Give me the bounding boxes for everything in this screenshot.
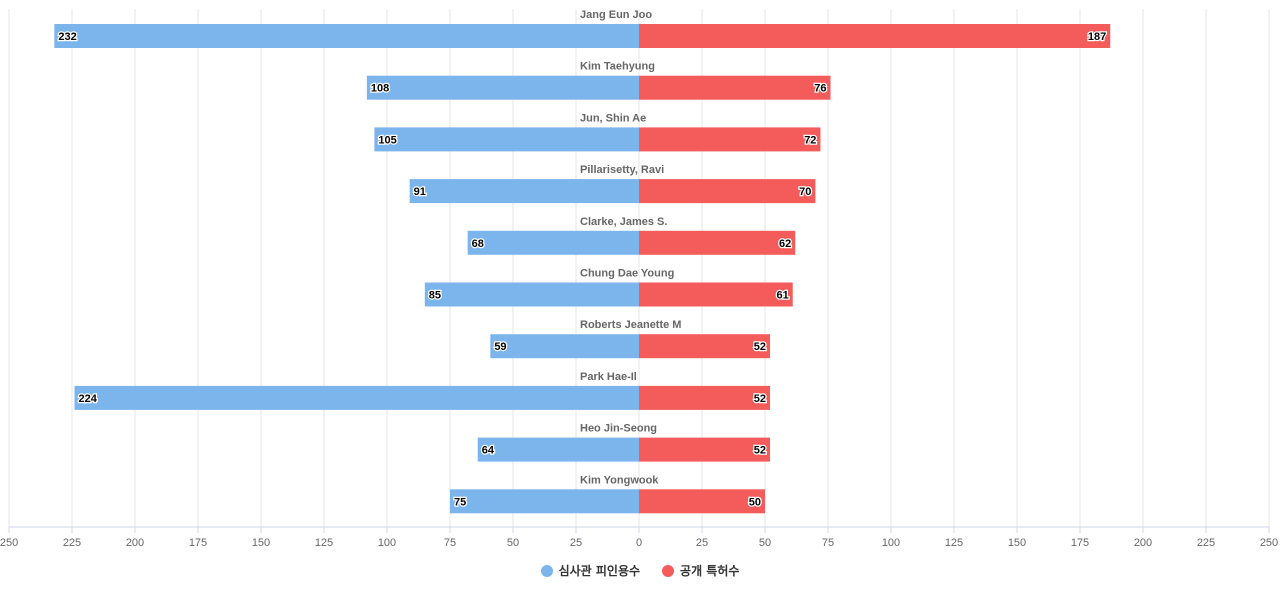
bar-right [639, 282, 793, 307]
x-tick-label: 100 [378, 537, 396, 549]
x-tick-label: 250 [0, 537, 18, 549]
bar-left [450, 489, 639, 514]
x-tick-label: 100 [882, 537, 900, 549]
x-tick-label: 200 [126, 537, 144, 549]
category-label: Jun, Shin Ae [580, 112, 646, 124]
legend-label-left: 심사관 피인용수 [558, 564, 641, 578]
data-label-right: 72 [804, 134, 816, 146]
bar-left [477, 437, 639, 462]
data-label-left: 108 [371, 83, 389, 95]
x-tick-label: 175 [1071, 537, 1089, 549]
data-label-right: 52 [754, 445, 766, 457]
data-label-left: 75 [454, 496, 466, 508]
x-tick-label: 200 [1134, 537, 1152, 549]
data-label-right: 61 [776, 290, 788, 302]
data-label-left: 64 [482, 445, 495, 457]
data-label-right: 187 [1088, 31, 1106, 43]
category-label: Kim Taehyung [580, 61, 655, 73]
data-label-left: 85 [429, 290, 441, 302]
x-tick-label: 225 [63, 537, 81, 549]
bar-left [366, 75, 639, 100]
legend-item-left[interactable]: 심사관 피인용수 [540, 562, 641, 579]
data-label-left: 232 [58, 31, 76, 43]
category-label: Clarke, James S. [580, 216, 667, 228]
category-label: Pillarisetty, Ravi [580, 164, 664, 176]
x-tick-label: 25 [570, 537, 582, 549]
data-label-right: 52 [754, 341, 766, 353]
category-label: Roberts Jeanette M [580, 319, 681, 331]
bar-right [639, 385, 771, 410]
legend: 심사관 피인용수 공개 특허수 [0, 562, 1280, 579]
x-tick-label: 50 [507, 537, 519, 549]
x-tick-label: 150 [252, 537, 270, 549]
bar-left [409, 179, 639, 204]
x-tick-label: 250 [1260, 537, 1278, 549]
category-label: Jang Eun Joo [580, 9, 652, 21]
data-label-right: 50 [749, 496, 761, 508]
data-label-right: 76 [814, 83, 826, 95]
x-tick-label: 175 [189, 537, 207, 549]
bar-right [639, 127, 821, 152]
x-tick-label: 150 [1008, 537, 1026, 549]
data-label-left: 68 [472, 238, 484, 250]
bar-right [639, 75, 831, 100]
legend-marker-left [540, 564, 553, 577]
x-tick-label: 25 [696, 537, 708, 549]
data-label-right: 62 [779, 238, 791, 250]
data-label-left: 59 [494, 341, 506, 353]
bar-left [467, 230, 639, 255]
bar-left [490, 334, 639, 359]
bar-right [639, 179, 816, 204]
category-label: Chung Dae Young [580, 268, 674, 280]
legend-item-right[interactable]: 공개 특허수 [662, 562, 739, 579]
bar-right [639, 437, 771, 462]
category-label: Park Hae-Il [580, 371, 637, 383]
bar-right [639, 489, 765, 514]
data-label-right: 52 [754, 393, 766, 405]
legend-label-right: 공개 특허수 [680, 564, 740, 578]
x-tick-label: 75 [822, 537, 834, 549]
bar-left [424, 282, 639, 307]
x-tick-label: 50 [759, 537, 771, 549]
x-tick-label: 125 [945, 537, 963, 549]
bar-left [54, 24, 640, 48]
bar-right [639, 24, 1111, 48]
x-tick-label: 0 [636, 537, 642, 549]
data-label-left: 105 [378, 134, 396, 146]
data-label-right: 70 [799, 186, 811, 198]
data-label-left: 224 [79, 393, 98, 405]
x-tick-label: 75 [444, 537, 456, 549]
bar-left [74, 385, 639, 410]
category-label: Kim Yongwook [580, 474, 659, 486]
legend-marker-right [662, 564, 675, 577]
bar-right [639, 230, 796, 255]
x-tick-label: 225 [1197, 537, 1215, 549]
bar-right [639, 334, 771, 359]
category-label: Heo Jin-Seong [580, 423, 657, 435]
chart-svg: 250 225 200 175 150 125 100 75 50 25 0 25 50 75 100 125… [0, 9, 1278, 549]
data-label-left: 91 [414, 186, 426, 198]
x-tick-label: 125 [315, 537, 333, 549]
bar-left [374, 127, 639, 152]
